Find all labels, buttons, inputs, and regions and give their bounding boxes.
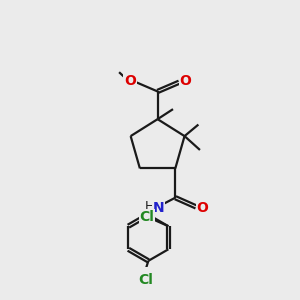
Text: Cl: Cl [139,273,154,287]
Text: O: O [179,74,191,88]
Text: H: H [145,200,154,213]
Text: N: N [153,201,164,215]
Text: O: O [124,74,136,88]
Text: O: O [196,202,208,215]
Text: Cl: Cl [140,210,154,224]
